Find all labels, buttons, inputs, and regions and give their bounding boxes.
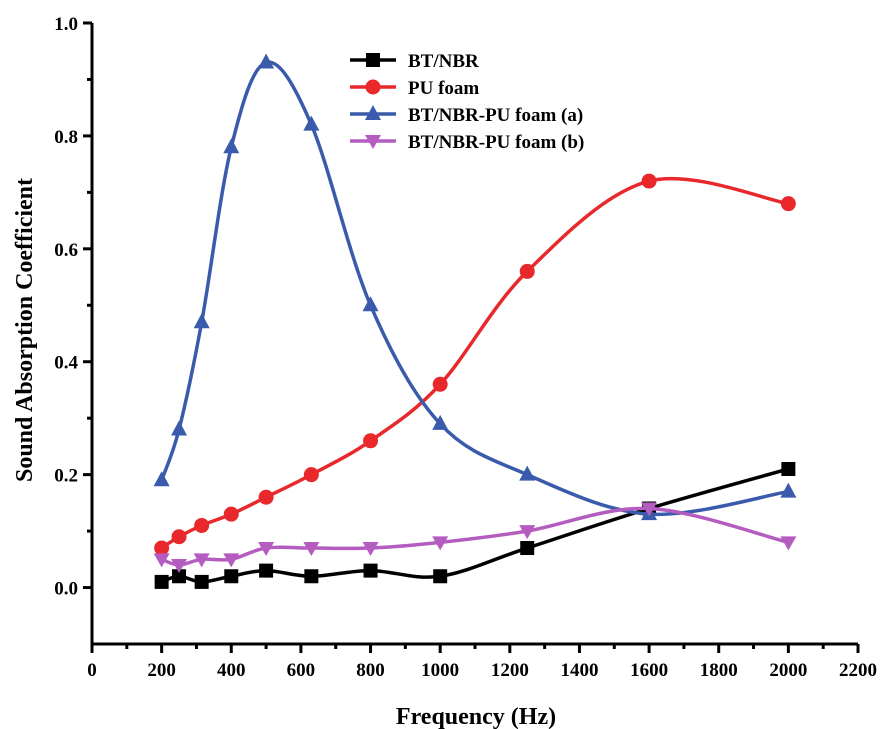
series-line-pu-foam bbox=[160, 176, 789, 550]
data-point-bt-nbr-pu-foam-a bbox=[171, 420, 188, 436]
data-point-bt-nbr bbox=[259, 563, 274, 578]
x-tick-label: 2000 bbox=[769, 660, 807, 681]
y-tick-label: 0.2 bbox=[54, 466, 78, 487]
data-point-bt-nbr-pu-foam-a bbox=[519, 465, 536, 481]
data-point-pu-foam bbox=[171, 529, 187, 545]
series-line-bt-nbr bbox=[161, 467, 789, 584]
data-point-bt-nbr-pu-foam-b bbox=[223, 553, 240, 568]
x-tick-label: 400 bbox=[217, 660, 246, 681]
data-point-bt-nbr-pu-foam-a bbox=[223, 138, 240, 154]
series-bt-nbr-pu-foam-b bbox=[153, 502, 797, 573]
data-point-bt-nbr-pu-foam-b bbox=[641, 502, 658, 517]
series-line-bt-nbr-pu-foam-a bbox=[159, 60, 789, 517]
x-tick-label: 1800 bbox=[700, 660, 738, 681]
data-point-bt-nbr bbox=[154, 574, 169, 589]
x-axis-title: Frequency (Hz) bbox=[396, 704, 556, 729]
data-point-bt-nbr bbox=[304, 569, 319, 584]
data-point-bt-nbr bbox=[781, 461, 796, 476]
data-point-bt-nbr bbox=[433, 569, 448, 584]
x-tick-label: 600 bbox=[287, 660, 316, 681]
legend-marker-bt-nbr-pu-foam-b bbox=[365, 135, 381, 149]
data-point-bt-nbr-pu-foam-a bbox=[432, 414, 449, 430]
data-point-pu-foam bbox=[641, 173, 657, 189]
data-point-bt-nbr bbox=[363, 563, 378, 578]
legend-label-bt-nbr-pu-foam-a: BT/NBR-PU foam (a) bbox=[408, 105, 583, 126]
data-point-pu-foam bbox=[432, 376, 448, 392]
data-point-pu-foam bbox=[363, 433, 379, 449]
data-point-bt-nbr-pu-foam-a bbox=[303, 115, 320, 131]
series-pu-foam bbox=[154, 173, 796, 556]
y-tick-label: 0.8 bbox=[54, 127, 78, 148]
data-point-bt-nbr-pu-foam-a bbox=[153, 471, 170, 487]
data-point-pu-foam bbox=[258, 489, 274, 505]
x-tick-label: 1400 bbox=[560, 660, 598, 681]
x-tick-label: 1600 bbox=[630, 660, 668, 681]
legend-marker-pu-foam bbox=[365, 79, 381, 95]
legend-label-pu-foam: PU foam bbox=[408, 78, 479, 99]
data-point-bt-nbr-pu-foam-b bbox=[171, 558, 188, 573]
y-tick-label: 0.0 bbox=[54, 579, 78, 600]
data-point-bt-nbr-pu-foam-b bbox=[303, 542, 320, 557]
data-point-bt-nbr-pu-foam-b bbox=[362, 542, 379, 557]
data-point-pu-foam bbox=[223, 506, 239, 522]
data-point-bt-nbr bbox=[224, 569, 239, 584]
y-tick-label: 1.0 bbox=[54, 14, 78, 35]
legend-marker-bt-nbr-pu-foam-a bbox=[365, 105, 381, 120]
y-tick-label: 0.4 bbox=[54, 353, 78, 374]
data-point-pu-foam bbox=[780, 196, 796, 212]
legend-marker-bt-nbr bbox=[366, 53, 380, 67]
y-tick-label: 0.6 bbox=[54, 240, 78, 261]
data-point-bt-nbr-pu-foam-a bbox=[362, 296, 379, 312]
data-point-bt-nbr bbox=[520, 541, 535, 556]
legend-label-bt-nbr-pu-foam-b: BT/NBR-PU foam (b) bbox=[408, 132, 584, 153]
data-point-bt-nbr-pu-foam-a bbox=[258, 53, 275, 69]
series-line-bt-nbr-pu-foam-b bbox=[161, 506, 789, 567]
data-point-pu-foam bbox=[303, 467, 319, 483]
plot-area: 0 200 400 600 800 1000 1200 1400 1600 1800 2000 220… bbox=[54, 14, 877, 681]
series-bt-nbr bbox=[154, 461, 796, 589]
data-point-bt-nbr-pu-foam-b bbox=[153, 553, 170, 568]
legend: BT/NBR PU foam BT/NBR-PU foam (a) BT/NBR-PU… bbox=[350, 51, 584, 153]
x-tick-label: 1200 bbox=[491, 660, 529, 681]
data-point-pu-foam bbox=[519, 263, 535, 279]
data-point-bt-nbr-pu-foam-b bbox=[432, 536, 449, 551]
x-tick-label: 200 bbox=[147, 660, 176, 681]
data-point-pu-foam bbox=[194, 517, 210, 533]
data-point-bt-nbr-pu-foam-b bbox=[193, 553, 210, 568]
data-point-bt-nbr-pu-foam-b bbox=[780, 536, 797, 551]
data-point-pu-foam bbox=[154, 540, 170, 556]
legend-label-bt-nbr: BT/NBR bbox=[408, 51, 479, 72]
y-axis-title: Sound Absorption Coefficient bbox=[12, 178, 38, 482]
x-tick-label: 800 bbox=[356, 660, 385, 681]
x-tick-label: 0 bbox=[87, 660, 97, 681]
data-point-bt-nbr bbox=[172, 569, 187, 584]
data-point-bt-nbr-pu-foam-a bbox=[780, 482, 797, 498]
data-point-bt-nbr-pu-foam-b bbox=[519, 525, 536, 540]
data-point-bt-nbr-pu-foam-a bbox=[193, 313, 210, 329]
x-tick-label: 1000 bbox=[421, 660, 459, 681]
data-point-bt-nbr-pu-foam-b bbox=[258, 542, 275, 557]
x-tick-label: 2200 bbox=[839, 660, 877, 681]
data-point-bt-nbr bbox=[194, 574, 209, 589]
